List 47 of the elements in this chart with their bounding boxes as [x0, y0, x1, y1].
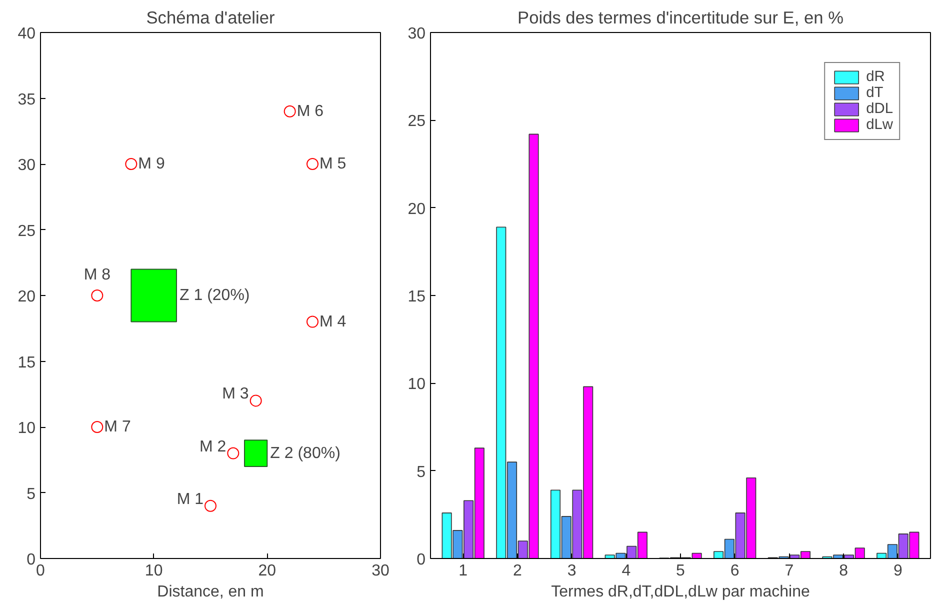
y-tick-label: 5 [26, 486, 36, 503]
y-tick-label: 35 [18, 91, 36, 108]
x-tick-label: 1 [458, 562, 468, 580]
annotation: M 2 [199, 438, 226, 456]
x-axis-title: Distance, en m [157, 584, 264, 600]
annotation: M 9 [138, 156, 165, 172]
y-tick-label: 15 [408, 288, 426, 306]
y-tick-label: 20 [408, 200, 426, 218]
y-tick-label: 0 [26, 552, 36, 568]
y-tick-label: 15 [18, 354, 36, 372]
x-tick-label: 9 [893, 562, 902, 580]
chart-title: Schéma d'atelier [146, 8, 275, 28]
y-tick-label: 0 [416, 552, 426, 568]
x-tick-label: 4 [622, 562, 631, 580]
y-tick-label: 10 [18, 420, 36, 437]
x-tick-label: 8 [839, 562, 848, 580]
x-tick-label: 30 [372, 562, 390, 580]
y-tick-label: 30 [18, 157, 36, 174]
legend-label: dT [866, 85, 884, 101]
legend-label: dR [866, 69, 886, 85]
legend-label: dLw [866, 117, 893, 133]
x-tick-label: 5 [676, 562, 686, 580]
x-tick-label: 6 [730, 562, 740, 580]
chart-title: Poids des termes d'incertitude sur E, en % [518, 8, 844, 28]
annotation: M 5 [320, 156, 346, 172]
x-tick-label: 7 [784, 562, 794, 580]
annotation: Z 2 (80%) [270, 444, 340, 462]
x-axis-title: Termes dR,dT,dDL,dLw par machine [551, 584, 810, 600]
annotation: M 1 [176, 490, 204, 508]
x-tick-label: 2 [513, 562, 522, 580]
y-tick-label: 10 [408, 376, 426, 394]
annotation: M 6 [296, 102, 324, 120]
x-tick-label: 20 [258, 562, 276, 580]
y-tick-label: 25 [408, 113, 426, 130]
legend-label: dDL [866, 101, 893, 117]
x-tick-label: 3 [567, 562, 576, 580]
y-tick-label: 40 [18, 26, 36, 42]
y-tick-label: 25 [18, 222, 36, 240]
y-tick-label: 20 [18, 288, 36, 306]
annotation: M 7 [104, 418, 131, 436]
annotation: Z 1 (20%) [180, 287, 250, 304]
annotation: M 3 [222, 386, 249, 403]
annotation: M 8 [84, 266, 111, 284]
annotation: M 4 [320, 313, 346, 330]
x-tick-label: 10 [144, 562, 163, 580]
y-tick-label: 30 [408, 26, 426, 42]
y-tick-label: 5 [416, 464, 426, 481]
